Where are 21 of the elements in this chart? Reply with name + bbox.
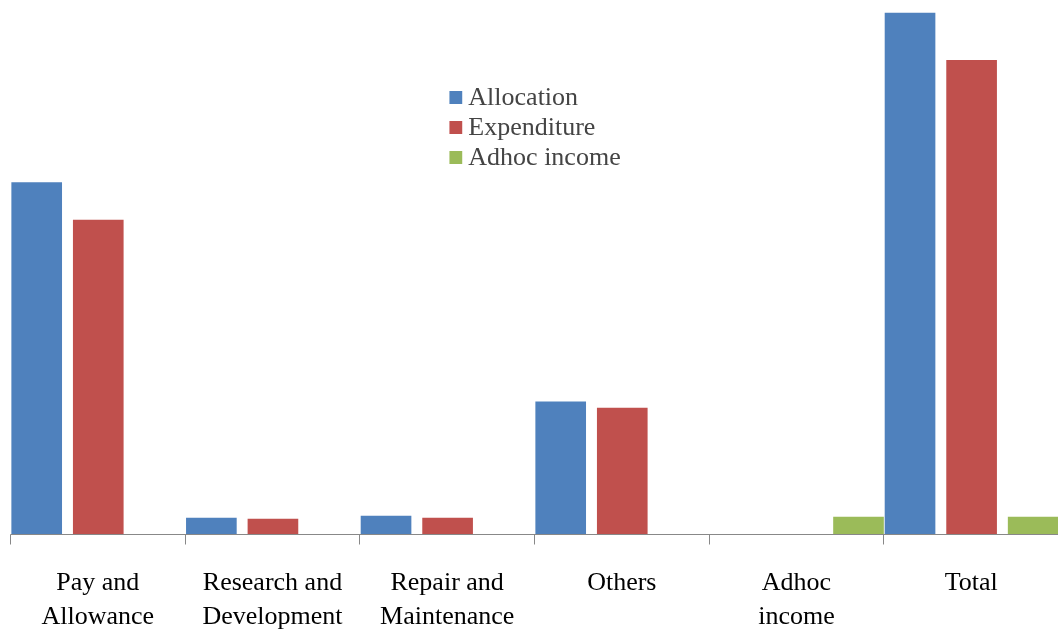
bar xyxy=(360,515,412,535)
bar xyxy=(72,219,124,535)
bar xyxy=(596,407,648,535)
x-tick-label: Others xyxy=(587,566,657,596)
x-tick-label: Pay and Allowance xyxy=(41,566,155,631)
x-tick-label: Repair and Maintenance xyxy=(380,566,515,631)
x-tick-label: Adhoc income xyxy=(758,566,835,631)
legend-label: Expenditure xyxy=(468,112,596,142)
x-tick-label: Total xyxy=(944,566,998,596)
bar xyxy=(884,12,936,535)
bar xyxy=(422,517,473,535)
bar xyxy=(1007,516,1058,535)
legend-label: Adhoc income xyxy=(468,142,621,172)
bar xyxy=(946,60,997,535)
bar xyxy=(186,517,237,535)
bar xyxy=(247,518,299,535)
bar xyxy=(833,516,884,535)
bar xyxy=(11,182,63,535)
bar xyxy=(535,401,587,535)
x-tick-label: Research and Development xyxy=(202,566,344,631)
legend-label: Allocation xyxy=(468,82,579,112)
